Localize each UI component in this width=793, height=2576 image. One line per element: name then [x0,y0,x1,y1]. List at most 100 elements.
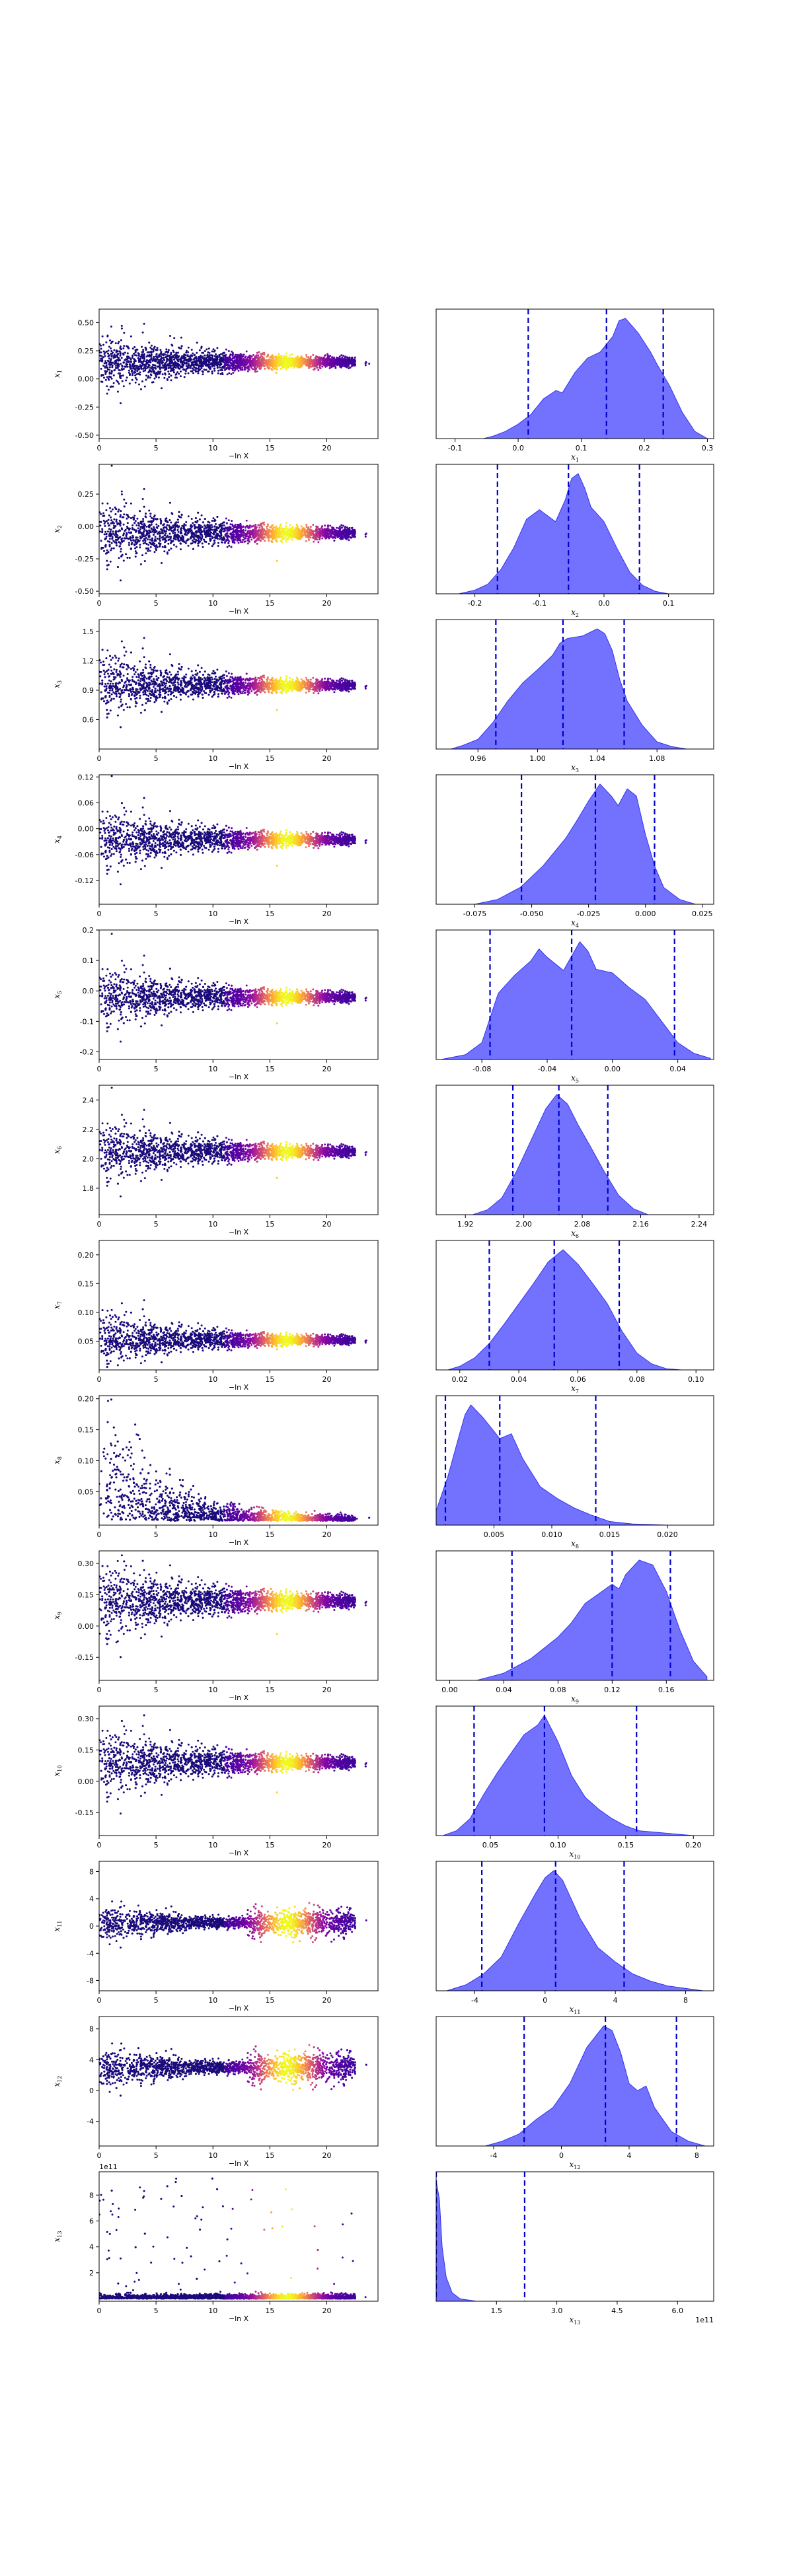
trace-point [202,546,204,548]
trace-point [106,385,108,388]
trace-point [255,356,258,358]
trace-point [223,369,226,371]
trace-point [184,362,186,365]
trace-point [148,509,151,512]
trace-point [190,363,193,366]
trace-point [195,364,197,367]
trace-point [134,541,137,544]
trace-point [336,526,338,529]
trace-point [112,374,115,376]
trace-point [322,358,325,361]
trace-point [216,362,219,365]
trace-point [226,359,229,361]
trace-point [254,365,256,367]
trace-point [100,374,103,376]
trace-point [134,350,137,353]
trace-point [309,526,312,528]
trace-point [120,357,123,359]
trace-point [139,563,142,565]
trace-point [211,536,213,539]
trace-point [151,538,153,540]
trace-point [254,368,256,371]
trace-point [248,532,251,534]
trace-point [136,536,139,539]
trace-point [243,365,245,367]
trace-point [319,535,322,538]
trace-point [151,517,153,519]
trace-point [216,347,219,349]
trace-point [217,545,219,547]
trace-point [285,355,287,357]
trace-point [153,514,156,517]
trace-point [115,359,118,362]
trace-point [301,365,303,367]
trace-point [333,534,336,536]
trace-point [264,361,266,364]
trace-point [120,348,122,351]
trace-point [116,353,119,355]
trace-point [247,366,249,368]
trace-point [180,513,183,516]
trace-point [334,365,337,368]
trace-point [300,529,303,531]
trace-point [275,372,278,374]
trace-point [240,357,243,359]
trace-point [112,532,114,535]
trace-point [280,540,282,542]
trace-point [133,346,136,348]
trace-point [234,538,237,541]
trace-point [289,527,291,530]
trace-point [155,544,158,546]
trace-point [297,534,299,536]
trace-point [165,365,168,367]
trace-point [231,357,234,359]
trace-point [108,538,111,540]
trace-point [246,535,249,538]
trace-point [99,524,102,527]
trace-point [263,353,266,356]
trace-point [128,542,130,544]
trace-point [143,528,145,531]
trace-point [167,349,170,351]
trace-point [104,370,106,373]
trace-point [340,354,343,357]
trace-point [139,544,141,546]
trace-point [169,335,171,337]
trace-point [142,355,145,357]
trace-point [118,350,121,353]
trace-point [178,373,180,375]
trace-point [177,360,180,363]
trace-point [175,351,178,354]
trace-point [201,542,204,545]
trace-point [118,369,120,371]
trace-point [309,363,312,365]
trace-point [178,511,180,513]
trace-point [133,352,135,355]
trace-point [256,534,258,537]
trace-point [123,505,126,508]
trace-point [216,356,219,359]
trace-point [330,534,333,536]
trace-point [132,524,134,526]
trace-point [318,536,321,539]
trace-point [169,532,171,535]
trace-point [109,507,111,509]
trace-point [270,359,272,361]
trace-point [116,379,118,382]
trace-point [170,379,172,382]
trace-point [137,527,139,530]
trace-point [340,366,342,369]
trace-point [178,516,181,518]
trace-point [106,568,108,571]
trace-point [258,365,260,368]
trace-point [155,349,157,351]
trace-point [312,353,315,356]
trace-point [165,530,167,532]
trace-point [132,354,134,357]
trace-point [119,354,122,357]
trace-point [234,364,237,367]
trace-point [164,373,167,376]
trace-point [170,356,172,358]
trace-point [194,520,197,523]
trace-point [186,363,188,365]
